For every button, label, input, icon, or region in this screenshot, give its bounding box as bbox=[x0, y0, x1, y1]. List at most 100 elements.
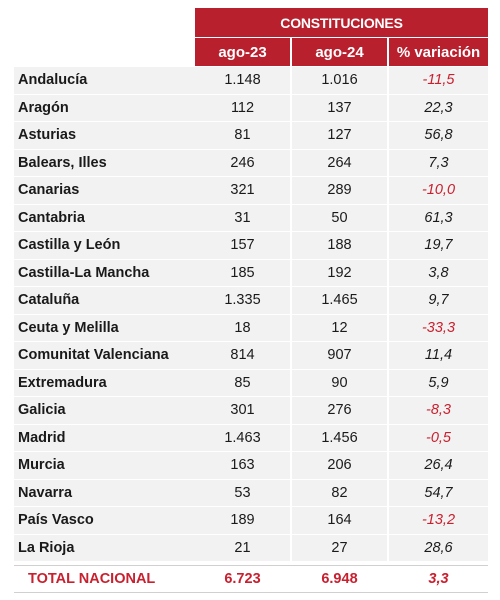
header-spacer bbox=[14, 38, 195, 66]
total-ago-23: 6.723 bbox=[224, 571, 261, 587]
value-variacion: 56,8 bbox=[389, 122, 488, 149]
total-ago-24: 6.948 bbox=[321, 571, 358, 587]
value-variacion: -13,2 bbox=[389, 507, 488, 534]
value-ago-23: 112 bbox=[195, 94, 290, 121]
value-ago-23: 814 bbox=[195, 342, 290, 369]
value-ago-24: 907 bbox=[292, 342, 387, 369]
value-variacion: -11,5 bbox=[389, 67, 488, 94]
group-title: CONSTITUCIONES bbox=[195, 8, 488, 37]
column-header-ago-23: ago-23 bbox=[195, 38, 290, 66]
table-row: Balears, Illes 246 264 7,3 bbox=[14, 149, 488, 176]
region-name: Balears, Illes bbox=[14, 149, 195, 176]
value-variacion: 26,4 bbox=[389, 452, 488, 479]
value-ago-24: 192 bbox=[292, 259, 387, 286]
value-variacion: 3,8 bbox=[389, 259, 488, 286]
region-name: Comunitat Valenciana bbox=[14, 342, 195, 369]
table-row: Castilla-La Mancha 185 192 3,8 bbox=[14, 259, 488, 286]
total-row: TOTAL NACIONAL 6.723 6.948 3,3 bbox=[14, 565, 488, 593]
table-column-header: ago-23 ago-24 % variación bbox=[14, 38, 488, 66]
value-ago-24: 289 bbox=[292, 177, 387, 204]
constituciones-table: CONSTITUCIONES ago-23 ago-24 % variación… bbox=[14, 8, 488, 593]
value-variacion: -8,3 bbox=[389, 397, 488, 424]
value-ago-23: 31 bbox=[195, 204, 290, 231]
value-ago-24: 188 bbox=[292, 232, 387, 259]
value-ago-23: 301 bbox=[195, 397, 290, 424]
value-ago-23: 1.148 bbox=[195, 67, 290, 94]
value-variacion: 5,9 bbox=[389, 369, 488, 396]
table-row: Asturias 81 127 56,8 bbox=[14, 122, 488, 149]
column-header-ago-24: ago-24 bbox=[292, 38, 387, 66]
region-name: Madrid bbox=[14, 424, 195, 451]
value-ago-24: 1.465 bbox=[292, 287, 387, 314]
value-ago-24: 1.016 bbox=[292, 67, 387, 94]
table-row: Comunitat Valenciana 814 907 11,4 bbox=[14, 342, 488, 369]
region-name: Ceuta y Melilla bbox=[14, 314, 195, 341]
table-row: Murcia 163 206 26,4 bbox=[14, 452, 488, 479]
table-row: Ceuta y Melilla 18 12 -33,3 bbox=[14, 314, 488, 341]
value-ago-23: 53 bbox=[195, 479, 290, 506]
header-spacer bbox=[14, 8, 195, 37]
value-ago-24: 27 bbox=[292, 534, 387, 561]
value-ago-23: 157 bbox=[195, 232, 290, 259]
table-row: Cantabria 31 50 61,3 bbox=[14, 204, 488, 231]
region-name: Canarias bbox=[14, 177, 195, 204]
region-name: Aragón bbox=[14, 94, 195, 121]
region-name: Asturias bbox=[14, 122, 195, 149]
value-ago-23: 1.463 bbox=[195, 424, 290, 451]
value-ago-24: 164 bbox=[292, 507, 387, 534]
region-name: Cataluña bbox=[14, 287, 195, 314]
value-ago-23: 321 bbox=[195, 177, 290, 204]
value-variacion: 54,7 bbox=[389, 479, 488, 506]
region-name: Cantabria bbox=[14, 204, 195, 231]
table-row: Andalucía 1.148 1.016 -11,5 bbox=[14, 67, 488, 94]
value-ago-24: 90 bbox=[292, 369, 387, 396]
table-row: Madrid 1.463 1.456 -0,5 bbox=[14, 424, 488, 451]
value-ago-24: 137 bbox=[292, 94, 387, 121]
region-name: La Rioja bbox=[14, 534, 195, 561]
value-variacion: 61,3 bbox=[389, 204, 488, 231]
value-variacion: -33,3 bbox=[389, 314, 488, 341]
value-ago-24: 127 bbox=[292, 122, 387, 149]
region-name: País Vasco bbox=[14, 507, 195, 534]
table-row: Extremadura 85 90 5,9 bbox=[14, 369, 488, 396]
value-ago-24: 50 bbox=[292, 204, 387, 231]
value-variacion: 9,7 bbox=[389, 287, 488, 314]
value-variacion: -10,0 bbox=[389, 177, 488, 204]
table-row: Canarias 321 289 -10,0 bbox=[14, 177, 488, 204]
region-name: Extremadura bbox=[14, 369, 195, 396]
table-row: Castilla y León 157 188 19,7 bbox=[14, 232, 488, 259]
value-ago-24: 206 bbox=[292, 452, 387, 479]
region-name: Murcia bbox=[14, 452, 195, 479]
table-row: Aragón 112 137 22,3 bbox=[14, 94, 488, 121]
table-row: Galicia 301 276 -8,3 bbox=[14, 397, 488, 424]
value-variacion: 7,3 bbox=[389, 149, 488, 176]
value-ago-23: 81 bbox=[195, 122, 290, 149]
table-row: Navarra 53 82 54,7 bbox=[14, 479, 488, 506]
value-ago-23: 21 bbox=[195, 534, 290, 561]
table-body: Andalucía 1.148 1.016 -11,5 Aragón 112 137 22,3… bbox=[14, 67, 488, 561]
value-ago-23: 185 bbox=[195, 259, 290, 286]
total-label: TOTAL NACIONAL bbox=[28, 571, 156, 587]
value-ago-23: 189 bbox=[195, 507, 290, 534]
value-ago-23: 246 bbox=[195, 149, 290, 176]
region-name: Andalucía bbox=[14, 67, 195, 94]
value-ago-24: 82 bbox=[292, 479, 387, 506]
value-ago-23: 85 bbox=[195, 369, 290, 396]
value-ago-23: 18 bbox=[195, 314, 290, 341]
value-variacion: 19,7 bbox=[389, 232, 488, 259]
value-variacion: 28,6 bbox=[389, 534, 488, 561]
value-ago-24: 12 bbox=[292, 314, 387, 341]
table-group-header: CONSTITUCIONES bbox=[14, 8, 488, 37]
value-variacion: 11,4 bbox=[389, 342, 488, 369]
value-ago-24: 264 bbox=[292, 149, 387, 176]
value-ago-23: 163 bbox=[195, 452, 290, 479]
table-row: La Rioja 21 27 28,6 bbox=[14, 534, 488, 561]
value-ago-24: 1.456 bbox=[292, 424, 387, 451]
value-variacion: 22,3 bbox=[389, 94, 488, 121]
table-row: País Vasco 189 164 -13,2 bbox=[14, 507, 488, 534]
region-name: Castilla-La Mancha bbox=[14, 259, 195, 286]
region-name: Galicia bbox=[14, 397, 195, 424]
value-ago-24: 276 bbox=[292, 397, 387, 424]
column-header-variacion: % variación bbox=[389, 38, 488, 66]
table-row: Cataluña 1.335 1.465 9,7 bbox=[14, 287, 488, 314]
